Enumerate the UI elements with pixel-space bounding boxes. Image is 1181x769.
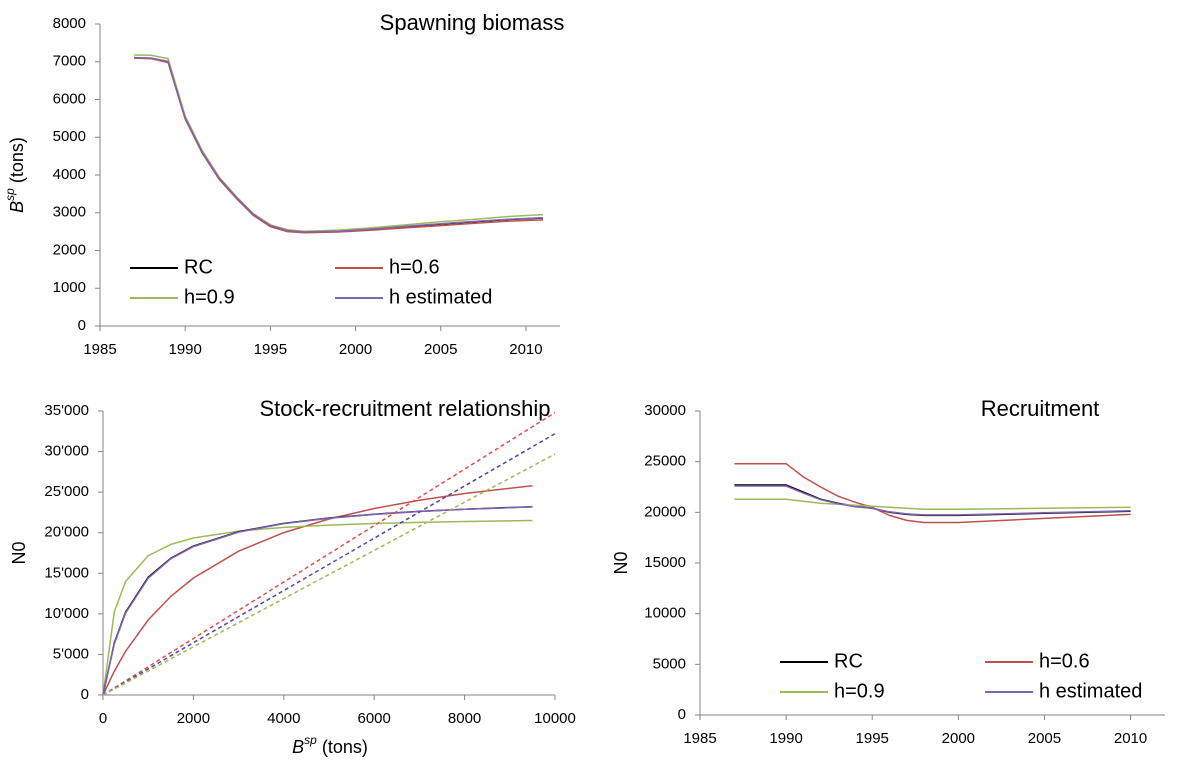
y-axis-label-base: B [7, 201, 27, 213]
y-axis-label: N0 [9, 541, 29, 564]
series-line [102, 519, 533, 696]
y-tick-label: 25'000 [44, 483, 89, 500]
x-tick-label: 1995 [856, 730, 889, 747]
legend-label: RC [184, 256, 213, 278]
x-tick-label: 2005 [1028, 730, 1061, 747]
legend-label: h=0.6 [1039, 650, 1090, 672]
x-tick-label: 2000 [339, 341, 372, 358]
series-line [102, 433, 556, 696]
series-line [134, 56, 544, 233]
y-axis-label: N0 [611, 551, 631, 574]
y-tick-label: 30'000 [44, 443, 89, 460]
series-line [134, 57, 544, 234]
x-tick-label: 1985 [683, 730, 716, 747]
x-tick-label: 1990 [168, 341, 201, 358]
y-axis-label-unit: (tons) [7, 137, 27, 188]
x-tick-label: 4000 [267, 710, 300, 727]
x-axis-label-sup: sp [304, 733, 317, 747]
y-tick-label: 30000 [644, 402, 686, 419]
legend-label: h estimated [1039, 680, 1142, 702]
y-tick-label: 15'000 [44, 564, 89, 581]
series-line [102, 411, 556, 696]
chart: 0 5000 10000 15000 20000 25000 30000 1985 1990 19… [611, 396, 1165, 747]
x-tick-label: 6000 [358, 710, 391, 727]
x-tick-label: 8000 [448, 710, 481, 727]
y-tick-label: 35'000 [44, 402, 89, 419]
legend-label: h estimated [389, 286, 492, 308]
legend-label: h=0.9 [184, 286, 235, 308]
y-tick-label: 5000 [653, 655, 686, 672]
legend-label: h=0.6 [389, 256, 440, 278]
x-axis-label-unit: (tons) [317, 737, 368, 757]
series-line [734, 462, 1131, 524]
x-tick-label: 2000 [177, 710, 210, 727]
x-tick-label: 0 [99, 710, 107, 727]
chart-title: Stock-recruitment relationship [259, 396, 550, 421]
series-line [134, 57, 544, 234]
x-axis-label-base: B [292, 737, 304, 757]
y-tick-label: 1000 [53, 279, 86, 296]
y-axis-label-sup: sp [3, 188, 17, 201]
y-tick-label: 10'000 [44, 605, 89, 622]
chart: 0 5'000 10'000 15'000 20'000 25'000 30'000 35'0… [9, 396, 576, 757]
y-tick-label: 4000 [53, 166, 86, 183]
x-tick-label: 2010 [509, 341, 542, 358]
chart: 0 1000 2000 3000 4000 5000 6000 7000 8000 1985 199… [3, 10, 564, 358]
y-tick-label: 8000 [53, 15, 86, 32]
x-tick-label: 1990 [769, 730, 802, 747]
y-tick-label: 0 [81, 686, 89, 703]
series-line [102, 484, 533, 696]
y-tick-label: 5'000 [53, 645, 89, 662]
x-tick-label: 10000 [534, 710, 576, 727]
series-line [134, 54, 544, 232]
series-line [734, 498, 1131, 511]
y-tick-label: 0 [78, 317, 86, 334]
y-tick-label: 2000 [53, 241, 86, 258]
chart-title: Spawning biomass [380, 10, 565, 35]
series-line [102, 453, 556, 696]
y-tick-label: 20'000 [44, 524, 89, 541]
series-line [734, 485, 1131, 516]
x-tick-label: 2005 [424, 341, 457, 358]
y-tick-label: 10000 [644, 605, 686, 622]
x-tick-label: 1985 [83, 341, 116, 358]
legend-label: h=0.9 [834, 680, 885, 702]
y-tick-label: 20000 [644, 503, 686, 520]
y-tick-label: 0 [678, 706, 686, 723]
chart-title: Recruitment [981, 396, 1100, 421]
y-tick-label: 25000 [644, 453, 686, 470]
y-axis-label: Bsp (tons) [3, 137, 27, 213]
y-tick-label: 6000 [53, 90, 86, 107]
legend-label: RC [834, 650, 863, 672]
y-tick-label: 15000 [644, 554, 686, 571]
y-tick-label: 5000 [53, 128, 86, 145]
x-tick-label: 2010 [1114, 730, 1147, 747]
y-tick-label: 7000 [53, 53, 86, 70]
y-tick-label: 3000 [53, 204, 86, 221]
x-tick-label: 2000 [942, 730, 975, 747]
x-tick-label: 1995 [254, 341, 287, 358]
x-axis-label: Bsp (tons) [292, 733, 368, 757]
